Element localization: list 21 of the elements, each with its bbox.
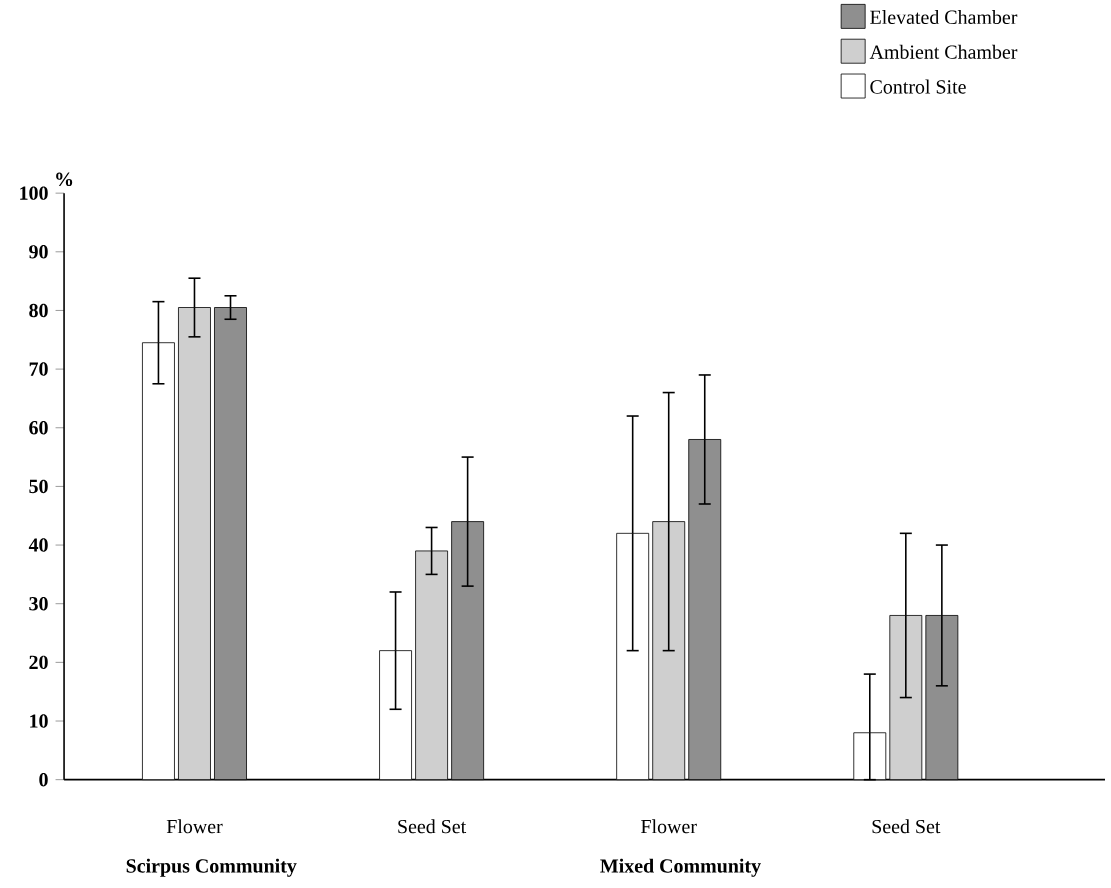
text: Mixed Community	[600, 858, 761, 877]
y-tick-label: 0	[39, 773, 48, 787]
legend-label: Ambient Chamber	[869, 44, 1018, 59]
y-tick-label: 70	[29, 362, 48, 376]
y-tick-label: 10	[30, 714, 48, 728]
x-tick-label: Flower	[166, 819, 223, 834]
legend-label: Elevated Chamber	[870, 10, 1018, 25]
y-tick-label: 40	[28, 538, 48, 552]
y-tick-label: 60	[29, 421, 48, 435]
x-tick-label: Seed Set	[398, 819, 467, 834]
y-tick-label: 20	[29, 655, 48, 670]
y-tick-label: 30	[29, 597, 48, 611]
text: Scirpus Community	[126, 858, 297, 877]
y-tick-label: 50	[29, 479, 48, 494]
y-tick-label: 80	[29, 303, 48, 318]
y-axis-title: %	[56, 172, 73, 187]
x-tick-label: Flower	[641, 819, 697, 834]
x-tick-label: Seed Set	[872, 819, 941, 834]
y-tick-label: 100	[20, 186, 48, 200]
legend-label: Control Site	[870, 79, 966, 94]
y-tick-label: 90	[29, 245, 48, 259]
